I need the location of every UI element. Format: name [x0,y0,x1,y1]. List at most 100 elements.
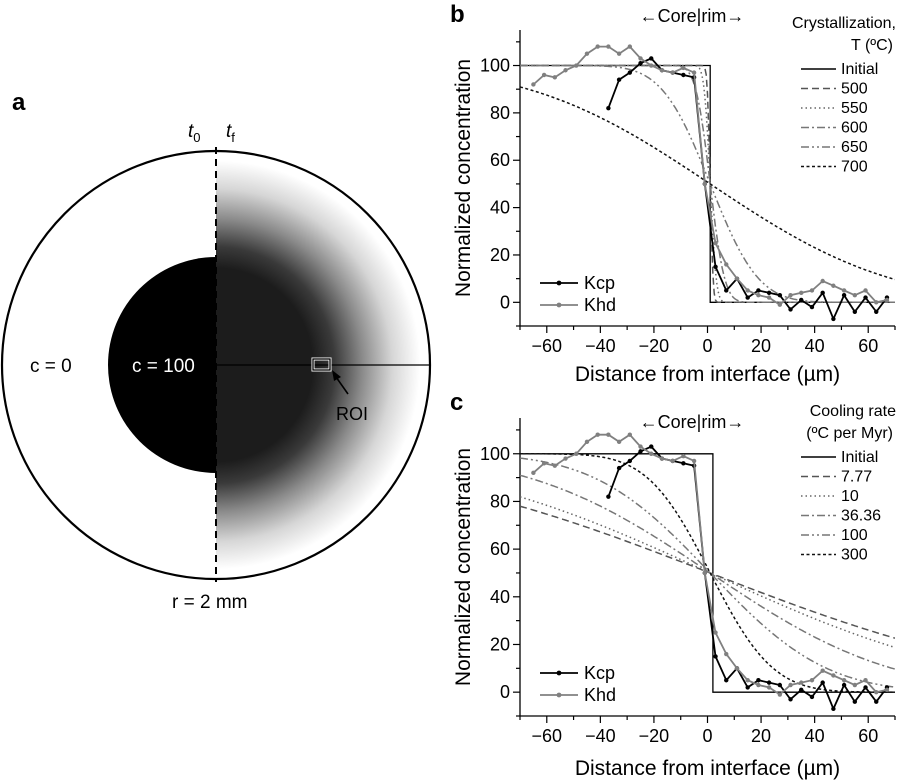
core-concentration-label: c = 100 [132,356,195,377]
data-point-Kcp [649,444,654,449]
data-point-Khd [531,82,536,87]
y-tick-label: 0 [500,292,510,312]
model-curve-500 [520,64,895,304]
x-tick-label: −60 [532,726,563,746]
model-legend: Crystallization, T (ºC) Initial 500 550 600 65… [792,15,896,176]
series-line-Khd [532,433,888,696]
data-point-Kcp [627,70,633,75]
legend-entry-700: 700 [841,159,868,176]
data-point-Khd [659,68,665,73]
data-legend-entry-Kcp: Kcp [584,663,615,683]
data-point-Khd [820,668,825,673]
data-point-Kcp [874,309,879,314]
data-point-Khd [702,181,708,187]
data-point-Kcp [724,288,729,293]
data-point-Khd [863,288,868,293]
roi-arrow-head [332,370,341,381]
x-tick-label: −40 [585,726,616,746]
data-point-Kcp [745,295,750,300]
data-legend-marker-Khd [556,692,562,698]
data-point-Kcp [638,60,643,66]
data-point-Khd [670,458,675,464]
core-rim-label: ←Core|rim→ [640,412,745,432]
roi-box [312,358,331,371]
data-point-Khd [756,293,761,298]
y-tick-label: 20 [490,634,510,654]
data-point-Khd [627,432,633,437]
data-point-Khd [852,293,858,298]
data-point-Kcp [649,56,654,61]
data-point-Khd [681,453,686,459]
x-tick-label: −60 [532,336,563,356]
data-point-Khd [702,570,708,576]
data-legend-entry-Khd: Khd [584,295,616,315]
data-point-Kcp [820,680,825,685]
data-legend-marker-Khd [556,302,562,308]
x-tick-label: −20 [639,726,670,746]
data-point-Khd [638,444,643,449]
data-point-Kcp [616,465,622,471]
legend-entry-36.36: 36.36 [841,508,881,525]
data-point-Khd [724,262,729,267]
panel-letter-a: a [12,89,26,116]
model-curve-7.77 [520,505,895,639]
data-point-Kcp [713,264,718,269]
model-curve-300 [520,453,895,693]
data-point-Khd [563,456,568,461]
legend-entry-650: 650 [841,139,868,156]
x-tick-label: 0 [702,726,712,746]
x-axis-label: Distance from interface (µm) [575,363,840,386]
data-point-Khd [831,283,836,288]
data-point-Kcp [788,307,793,312]
data-point-Kcp [841,682,847,688]
data-point-Kcp [681,461,686,466]
data-point-Khd [574,451,579,456]
data-point-Khd [616,439,622,445]
outer-concentration-label: c = 0 [30,356,72,377]
data-point-Khd [616,51,622,56]
model-curve-10 [520,496,895,649]
data-point-Kcp [831,316,836,322]
data-point-Khd [649,63,654,68]
y-axis-label: Normalized concentration [452,448,475,686]
x-tick-label: 60 [858,726,878,746]
data-point-Khd [777,302,783,307]
data-legend-entry-Kcp: Kcp [584,273,615,293]
data-point-Khd [691,458,697,464]
series-line-Khd [532,45,888,306]
data-point-Khd [724,651,729,657]
data-point-Kcp [638,449,643,454]
data-point-Khd [713,630,718,635]
y-axis-label: Normalized concentration [452,59,475,297]
roi-arrow-line [335,376,349,395]
data-point-Khd [627,44,633,49]
data-point-Kcp [863,685,868,690]
legend-title-line2: (ºC per Myr) [806,425,893,442]
data-legend-marker-Kcp [556,670,562,676]
y-tick-label: 80 [490,491,510,511]
data-point-Khd [756,682,761,688]
legend-entry-300: 300 [841,547,868,564]
data-point-Khd [863,678,868,683]
y-tick-label: 20 [490,245,510,265]
x-tick-label: 60 [858,336,878,356]
data-point-Khd [541,72,547,78]
model-legend: Cooling rate (ºC per Myr) Initial 7.77 10 36.… [801,403,896,564]
legend-entry-550: 550 [841,100,868,117]
y-tick-label: 40 [490,587,510,607]
data-point-Khd [649,451,654,456]
data-point-Khd [766,295,772,300]
y-tick-label: 100 [480,56,510,76]
data-point-Khd [541,461,547,466]
data-point-Kcp [681,72,686,78]
data-point-Kcp [745,685,750,690]
data-point-Khd [841,678,847,683]
data-point-Khd [831,673,836,678]
model-curve-700 [520,86,895,281]
panel-letter-b: b [450,1,465,28]
data-point-Khd [691,70,697,75]
data-point-Khd [552,463,558,468]
legend-entry-Initial: Initial [841,61,878,78]
data-point-Kcp [852,309,858,314]
